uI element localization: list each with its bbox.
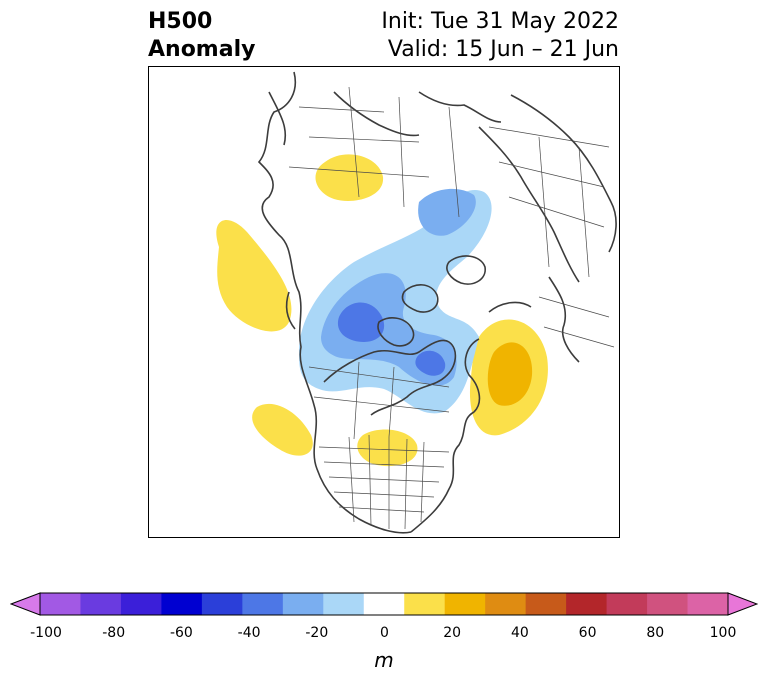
colorbar-tick-label: 80 <box>646 625 665 641</box>
colorbar-cell <box>282 593 324 615</box>
positive-anomaly-north-pacific <box>216 220 292 332</box>
negative-anomaly-baffin-core <box>415 350 446 376</box>
colorbar-tick-label: 60 <box>578 625 597 641</box>
negative-anomaly-arctic-core <box>337 302 385 342</box>
colorbar-tick-label: 0 <box>380 625 389 641</box>
colorbar-tick-label: -60 <box>169 625 193 641</box>
colorbar-cell <box>120 593 162 615</box>
colorbar-cell <box>80 593 122 615</box>
colorbar-cell <box>687 593 729 615</box>
colorbar-tick-label: 20 <box>443 625 462 641</box>
colorbar-tick-label: 100 <box>709 625 737 641</box>
map-title: H500 Anomaly <box>148 8 255 64</box>
colorbar-cell <box>40 593 81 615</box>
colorbar-cells <box>10 592 758 616</box>
colorbar-cell <box>444 593 486 615</box>
title-product: Anomaly <box>148 37 256 62</box>
colorbar-cell <box>161 593 203 615</box>
colorbar-tick-label: -100 <box>30 625 62 641</box>
anomaly-map <box>148 66 620 538</box>
positive-anomaly-west-coast <box>252 403 313 456</box>
title-variable: H500 <box>148 9 213 34</box>
political-borders <box>288 86 615 530</box>
forecast-times: Init: Tue 31 May 2022 Valid: 15 Jun – 21… <box>381 8 619 64</box>
init-time: Init: Tue 31 May 2022 <box>381 9 619 34</box>
positive-anomaly-great-lakes <box>357 429 418 467</box>
colorbar-cell <box>485 593 527 615</box>
negative-anomaly-scandinavia <box>418 188 476 236</box>
positive-anomaly-north-atlantic-core <box>487 342 533 406</box>
colorbar-cell <box>363 593 405 615</box>
colorbar-cell <box>242 593 284 615</box>
colorbar-cell <box>201 593 243 615</box>
colorbar-cell <box>647 593 689 615</box>
colorbar-cell <box>525 593 567 615</box>
colorbar-tick-label: 40 <box>510 625 529 641</box>
colorbar-scale <box>10 592 758 616</box>
colorbar-cell <box>566 593 608 615</box>
valid-range: Valid: 15 Jun – 21 Jun <box>387 37 619 62</box>
coastlines <box>257 71 617 534</box>
colorbar-tick-label: -80 <box>102 625 126 641</box>
colorbar-cell <box>404 593 446 615</box>
colorbar-extend-min <box>10 592 41 616</box>
colorbar-units: m <box>374 648 394 672</box>
colorbar-cell <box>606 593 648 615</box>
colorbar-cell <box>323 593 365 615</box>
positive-anomaly-siberia <box>315 154 384 201</box>
colorbar-tick-label: -40 <box>237 625 261 641</box>
colorbar-frame <box>39 592 729 616</box>
colorbar-tick-label: -20 <box>305 625 329 641</box>
map-canvas <box>216 71 617 534</box>
colorbar-extend-max <box>727 592 758 616</box>
